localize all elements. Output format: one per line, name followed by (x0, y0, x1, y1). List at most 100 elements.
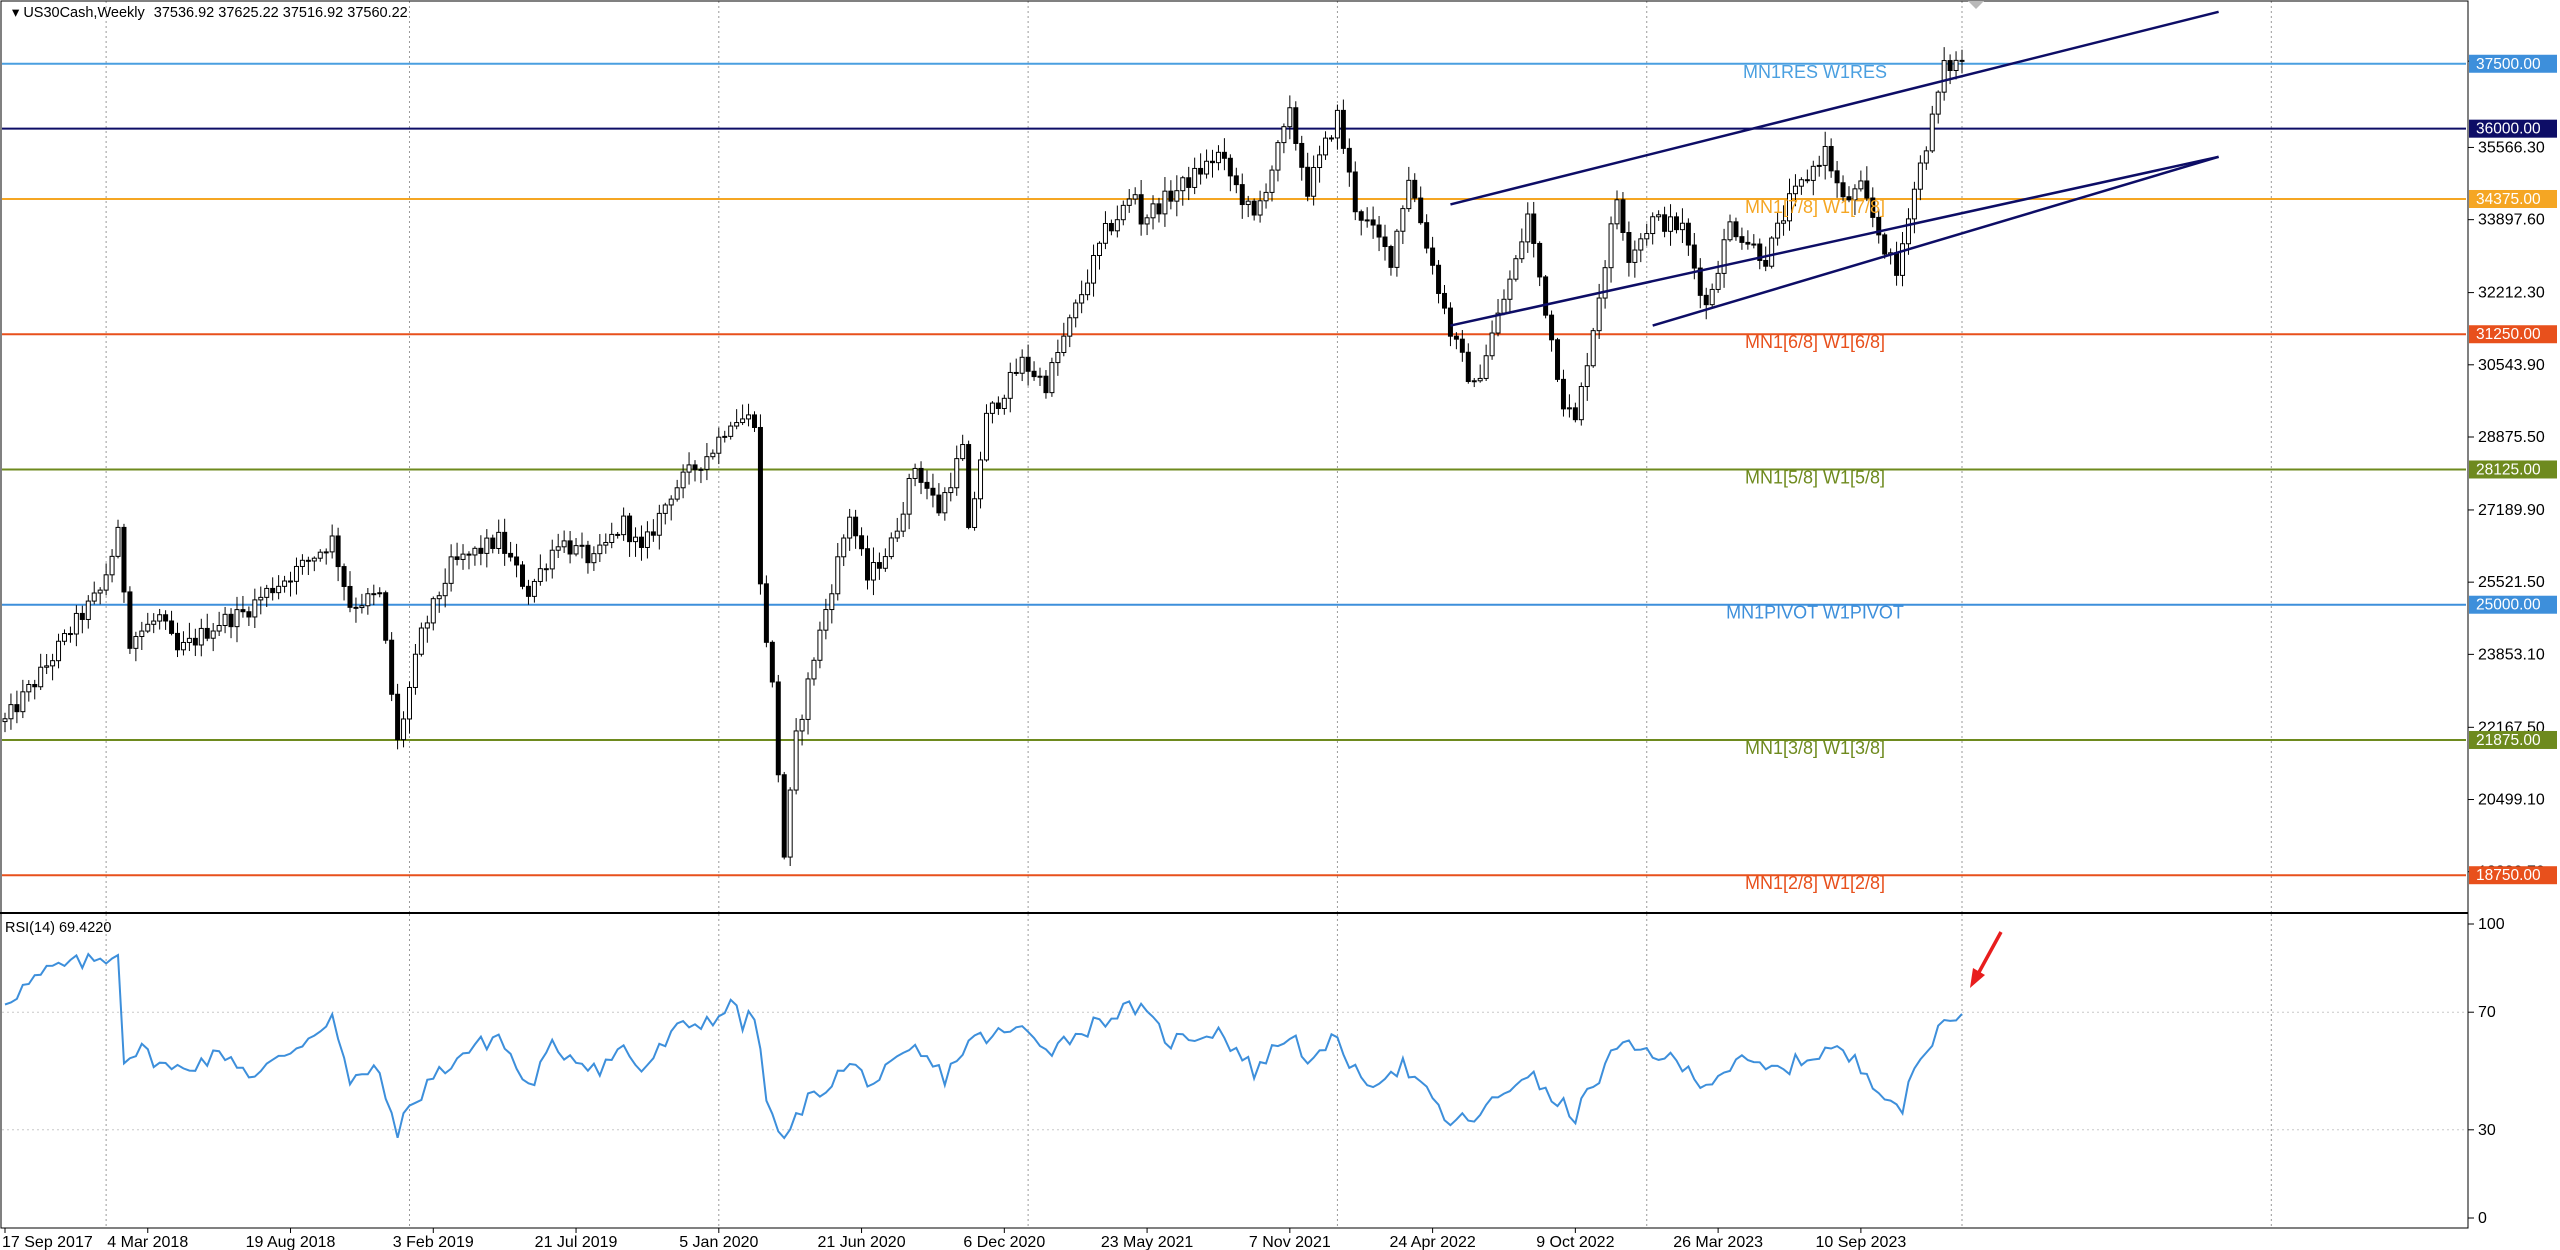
candle-body (406, 686, 412, 720)
candle-body (936, 494, 942, 514)
channel-trendlines (1450, 10, 2219, 327)
level-price-box (2469, 866, 2557, 885)
candle-body (1626, 231, 1632, 263)
candle-body (1810, 165, 1816, 181)
candle-body (829, 593, 835, 611)
candle-body (139, 630, 145, 638)
price-gridlines (105, 1, 2272, 912)
time-tick-label: 10 Sep 2023 (1816, 1234, 1907, 1250)
candle-body (401, 718, 407, 741)
candle-body (240, 609, 246, 613)
candle-body (1507, 278, 1513, 300)
candle-body (103, 574, 109, 591)
shift-marker-icon[interactable] (1968, 1, 1984, 9)
candle-body (371, 593, 377, 596)
ohlc-readout: 37536.92 37625.22 37516.92 37560.22 (154, 5, 408, 21)
candle-body (490, 537, 496, 549)
candle-body (1049, 362, 1055, 394)
candle-body (1858, 180, 1864, 190)
candle-body (1673, 216, 1679, 231)
candle-body (847, 516, 853, 539)
candle-body (1929, 113, 1935, 152)
candle-body (1560, 378, 1566, 410)
candle-body (115, 526, 121, 557)
candle-body (1602, 267, 1608, 299)
candle-body (61, 633, 67, 642)
candle-body (1614, 199, 1620, 225)
candle-body (1798, 179, 1804, 187)
candle-body (502, 531, 508, 554)
price-pane[interactable]: MN1RES W1RES MN1[7/8] W1[7/8] MN1[6/8] W1[… (2, 1, 2466, 912)
candle-body (1281, 126, 1287, 144)
candle-body (1697, 267, 1703, 296)
candle-body (424, 622, 430, 629)
candle-body (1459, 338, 1465, 353)
candle-body (353, 606, 359, 609)
candle-body (1638, 238, 1644, 251)
candle-body (1275, 142, 1281, 171)
candle-body (1364, 219, 1370, 222)
candle-body (145, 623, 151, 632)
candle-body (1323, 137, 1329, 156)
price-tick-label: 20499.10 (2478, 792, 2545, 809)
candle-body (650, 531, 656, 536)
candle-body (894, 530, 900, 539)
candle-body (85, 600, 91, 620)
candle-body (1013, 371, 1019, 374)
candle-body (14, 704, 20, 713)
candle-body (448, 556, 454, 584)
candle-body (1352, 171, 1358, 213)
candle-body (288, 580, 294, 583)
candle-body (127, 591, 133, 649)
candle-body (1412, 179, 1418, 199)
candle-body (1055, 351, 1061, 364)
candle-body (395, 693, 401, 741)
candle-body (633, 536, 639, 543)
candle-body (799, 718, 805, 732)
candle-body (1317, 154, 1323, 169)
candle-body (121, 526, 127, 593)
candle-body (1043, 375, 1049, 394)
candle-body (525, 585, 531, 597)
candle-body (1091, 255, 1097, 284)
candle-body (8, 704, 14, 720)
rsi-series (4, 952, 1963, 1140)
candle-body (56, 640, 62, 662)
candle-body (966, 444, 972, 528)
candle-body (751, 414, 757, 428)
candle-body (811, 659, 817, 680)
candle-body (1150, 203, 1156, 219)
candle-body (561, 540, 567, 548)
candle-body (282, 580, 288, 587)
candle-body (1334, 109, 1340, 139)
rsi-pane[interactable]: RSI(14) 69.4220 (2, 914, 2466, 1228)
candle-body (1870, 197, 1876, 218)
candle-body (983, 412, 989, 461)
candle-body (1227, 157, 1233, 177)
candle-body (555, 546, 561, 551)
candle-body (151, 620, 157, 625)
candle-body (222, 613, 228, 626)
candle-body (1400, 208, 1406, 232)
symbol-menu-icon[interactable]: ▾ (12, 5, 23, 21)
candle-body (585, 544, 591, 564)
candle-body (496, 531, 502, 549)
candle-body (1709, 288, 1715, 306)
candle-body (1513, 258, 1519, 280)
candle-body (1668, 216, 1674, 232)
candle-body (204, 627, 210, 639)
level-label: MN1[7/8] W1[7/8] (1745, 197, 1885, 217)
candle-body (1257, 200, 1263, 216)
candle-body (1239, 184, 1245, 206)
candle-body (603, 541, 609, 546)
level-price-box (2469, 189, 2557, 208)
level-label: MN1RES W1RES (1743, 62, 1887, 82)
candle-body (656, 512, 662, 536)
candle-body (347, 585, 353, 608)
candle-body (1566, 407, 1572, 410)
red-arrow-annotation (1970, 931, 2003, 988)
candle-body (1210, 160, 1216, 164)
candle-body (2, 718, 8, 723)
candle-body (1138, 194, 1144, 225)
